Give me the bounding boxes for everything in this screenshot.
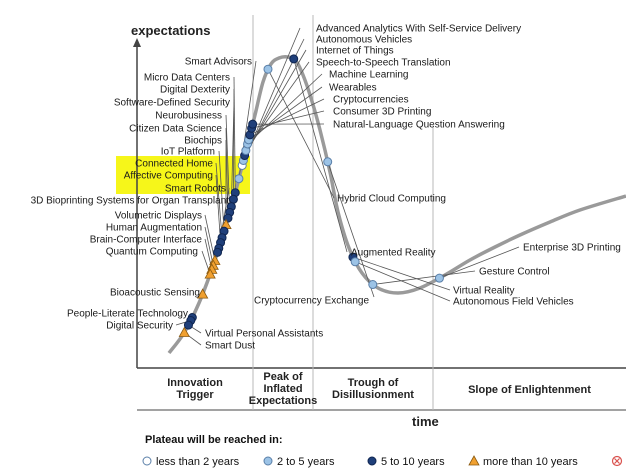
phase-label-1-2: Expectations [249, 395, 317, 407]
legend-label-white: less than 2 years [156, 456, 240, 468]
marker-bioacoustic-sensing [196, 288, 209, 299]
leader-wearables [248, 86, 323, 141]
label-smart-advisors: Smart Advisors [185, 57, 252, 68]
label-hybrid-cloud-computing: Hybrid Cloud Computing [337, 194, 446, 205]
phase-label-3-0: Slope of Enlightenment [468, 384, 591, 396]
marker-natural-language-question-answering [248, 119, 258, 129]
label-human-augmentation: Human Augmentation [106, 223, 202, 234]
phase-label-0-0: Innovation [167, 377, 223, 389]
label-software-defined-security: Software-Defined Security [114, 98, 230, 109]
marker-virtual-personal-assistants [183, 320, 193, 330]
label-speech-to-speech-translation: Speech-to-Speech Translation [316, 58, 451, 69]
y-axis-arrow [133, 38, 141, 47]
legend-marker-white [142, 456, 152, 466]
label-virtual-reality: Virtual Reality [453, 286, 515, 297]
x-axis-label: time [412, 414, 439, 429]
label-citizen-data-science: Citizen Data Science [129, 124, 222, 135]
legend-marker-light [263, 456, 273, 466]
label-enterprise-3d-printing: Enterprise 3D Printing [523, 243, 621, 254]
label-cryptocurrency-exchange: Cryptocurrency Exchange [254, 296, 369, 307]
phase-label-0-1: Trigger [176, 389, 214, 401]
legend-marker-dark [367, 456, 377, 466]
label-leaders [175, 27, 520, 346]
label-machine-learning: Machine Learning [329, 70, 409, 81]
label-volumetric-displays: Volumetric Displays [115, 211, 202, 222]
leader-connected-home [215, 162, 223, 238]
leader-cryptocurrencies [249, 98, 325, 136]
leader-iot-platform [218, 150, 225, 232]
leader-enterprise-3d-printing [439, 246, 520, 279]
label-autonomous-field-vehicles: Autonomous Field Vehicles [453, 297, 574, 308]
leader-augmented-reality [293, 58, 348, 253]
label-internet-of-things: Internet of Things [316, 46, 394, 57]
leader-autonomous-field-vehicles [355, 261, 451, 302]
label-wearables: Wearables [329, 83, 377, 94]
phase-label-2-1: Disillusionment [332, 389, 414, 401]
label-smart-robots: Smart Robots [165, 184, 226, 195]
label-affective-computing: Affective Computing [124, 171, 213, 182]
legend-marker-triangle [468, 455, 480, 466]
phase-label-2-0: Trough of [348, 377, 399, 389]
legend-title: Plateau will be reached in: [145, 434, 283, 446]
phase-label-1-0: Peak of [263, 371, 302, 383]
label-autonomous-vehicles: Autonomous Vehicles [316, 35, 412, 46]
label-consumer-3d-printing: Consumer 3D Printing [333, 107, 431, 118]
leader-neurobusiness [225, 114, 231, 213]
marker-quantum-computing [204, 268, 216, 279]
label-digital-dexterity: Digital Dexterity [160, 85, 230, 96]
legend-label-light: 2 to 5 years [277, 456, 335, 468]
point-markers [178, 54, 444, 337]
leader-cryptocurrency-exchange [327, 161, 375, 298]
marker-3d-bioprinting-systems-for-organ-transplant [213, 247, 223, 257]
marker-digital-dexterity [228, 194, 238, 204]
leader-gesture-control [372, 270, 476, 285]
leader-human-augmentation [204, 226, 214, 266]
label-cryptocurrencies: Cryptocurrencies [333, 95, 409, 106]
marker-cryptocurrency-exchange [323, 157, 333, 167]
label-augmented-reality: Augmented Reality [351, 248, 436, 259]
phase-label-1-1: Inflated [263, 383, 302, 395]
marker-augmented-reality [289, 54, 299, 64]
marker-autonomous-field-vehicles [350, 257, 360, 267]
label-bioacoustic-sensing: Bioacoustic Sensing [110, 288, 200, 299]
marker-gesture-control [368, 280, 378, 290]
label-connected-home: Connected Home [135, 159, 213, 170]
label-people-literate-technology: People-Literate Technology [67, 309, 188, 320]
label-micro-data-centers: Micro Data Centers [144, 73, 230, 84]
y-axis-label: expectations [131, 23, 210, 38]
label-neurobusiness: Neurobusiness [155, 111, 222, 122]
label-brain-computer-interface: Brain-Computer Interface [90, 235, 203, 246]
leader-consumer-3d-printing [251, 110, 325, 129]
label-smart-dust: Smart Dust [205, 341, 255, 352]
obsolete-before-plateau-icon [611, 455, 623, 467]
legend-label-dark: 5 to 10 years [381, 456, 445, 468]
legend-label-triangle: more than 10 years [483, 456, 578, 468]
label-natural-language-question-answering: Natural-Language Question Answering [333, 120, 505, 131]
point-labels: Advanced Analytics With Self-Service Del… [31, 24, 621, 352]
axes [133, 38, 626, 411]
label-digital-security: Digital Security [106, 321, 173, 332]
label-quantum-computing: Quantum Computing [106, 247, 198, 258]
marker-smart-advisors [234, 174, 244, 184]
leader-software-defined-security [230, 101, 235, 207]
leader-hybrid-cloud-computing [267, 69, 335, 199]
legend: Plateau will be reached in: less than 2 … [142, 434, 623, 468]
label-biochips: Biochips [184, 136, 222, 147]
label-iot-platform: IoT Platform [161, 147, 215, 158]
label-virtual-personal-assistants: Virtual Personal Assistants [205, 329, 323, 340]
leader-machine-learning [247, 73, 323, 145]
marker-smart-dust [178, 326, 190, 337]
marker-enterprise-3d-printing [434, 273, 444, 283]
label-gesture-control: Gesture Control [479, 267, 550, 278]
leader-virtual-reality [352, 256, 451, 291]
label-advanced-analytics-with-self-service-delivery: Advanced Analytics With Self-Service Del… [316, 24, 521, 35]
marker-hybrid-cloud-computing [263, 64, 273, 74]
label-3d-bioprinting-systems-for-organ-transplant: 3D Bioprinting Systems for Organ Transpl… [31, 196, 230, 207]
